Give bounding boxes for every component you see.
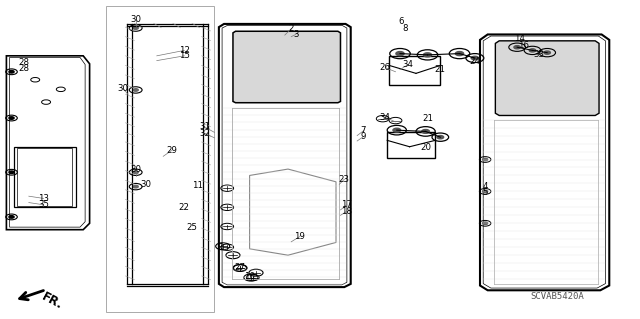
Text: 10: 10	[244, 272, 255, 281]
Polygon shape	[233, 31, 340, 103]
Text: 23: 23	[339, 175, 350, 184]
Text: 7: 7	[361, 126, 366, 135]
Text: 12: 12	[179, 46, 190, 55]
Text: 21: 21	[435, 65, 446, 74]
Text: 22: 22	[179, 204, 190, 212]
Circle shape	[9, 117, 14, 119]
Text: 20: 20	[420, 143, 431, 152]
Text: 29: 29	[166, 146, 177, 155]
Text: 25: 25	[186, 223, 198, 232]
Circle shape	[471, 56, 479, 60]
Text: 11: 11	[191, 181, 203, 190]
Polygon shape	[495, 41, 599, 115]
Text: 9: 9	[361, 132, 366, 141]
Circle shape	[456, 52, 463, 56]
Text: 26: 26	[380, 63, 391, 72]
Text: 32: 32	[199, 129, 211, 138]
Circle shape	[396, 52, 404, 56]
Text: 6: 6	[399, 17, 404, 26]
Text: 8: 8	[403, 24, 408, 33]
Text: 19: 19	[294, 232, 305, 241]
Bar	[106, 6, 214, 312]
Text: 18: 18	[341, 207, 353, 216]
Circle shape	[544, 51, 550, 54]
Circle shape	[9, 171, 14, 174]
Text: 34: 34	[403, 60, 414, 69]
Circle shape	[133, 185, 138, 188]
Text: 33: 33	[533, 50, 545, 59]
Text: 30: 30	[117, 84, 129, 93]
Circle shape	[422, 130, 429, 133]
Text: 30: 30	[130, 15, 141, 24]
Bar	[389, 56, 440, 85]
Text: 34: 34	[380, 113, 391, 122]
Text: 21: 21	[422, 114, 433, 123]
Circle shape	[437, 136, 444, 139]
Text: 14: 14	[514, 34, 525, 43]
Text: 28: 28	[19, 58, 30, 67]
Circle shape	[133, 171, 138, 174]
Text: 4: 4	[483, 182, 488, 191]
Text: 30: 30	[130, 165, 141, 174]
Text: FR.: FR.	[40, 290, 65, 312]
Text: 3: 3	[293, 30, 298, 39]
Bar	[387, 132, 435, 158]
Text: 13: 13	[38, 194, 49, 203]
Text: SCVAB5420A: SCVAB5420A	[530, 292, 584, 301]
Circle shape	[133, 89, 138, 91]
Circle shape	[424, 53, 431, 57]
Circle shape	[483, 190, 488, 193]
Text: 1: 1	[218, 243, 223, 252]
Text: 16: 16	[518, 41, 529, 50]
Text: 2: 2	[289, 24, 294, 33]
Text: 28: 28	[19, 64, 30, 73]
Circle shape	[9, 70, 14, 73]
Circle shape	[483, 222, 488, 225]
Circle shape	[393, 128, 401, 132]
Text: 15: 15	[179, 51, 190, 60]
Circle shape	[483, 158, 488, 161]
Text: 24: 24	[469, 57, 481, 66]
Circle shape	[9, 216, 14, 218]
Text: 27: 27	[234, 263, 246, 272]
Circle shape	[514, 46, 520, 49]
Text: 17: 17	[341, 200, 353, 209]
Text: 31: 31	[199, 122, 211, 131]
Text: 5: 5	[483, 189, 488, 197]
Circle shape	[529, 49, 536, 52]
Text: 35: 35	[38, 200, 49, 209]
Circle shape	[133, 27, 138, 29]
Text: 30: 30	[140, 180, 152, 189]
